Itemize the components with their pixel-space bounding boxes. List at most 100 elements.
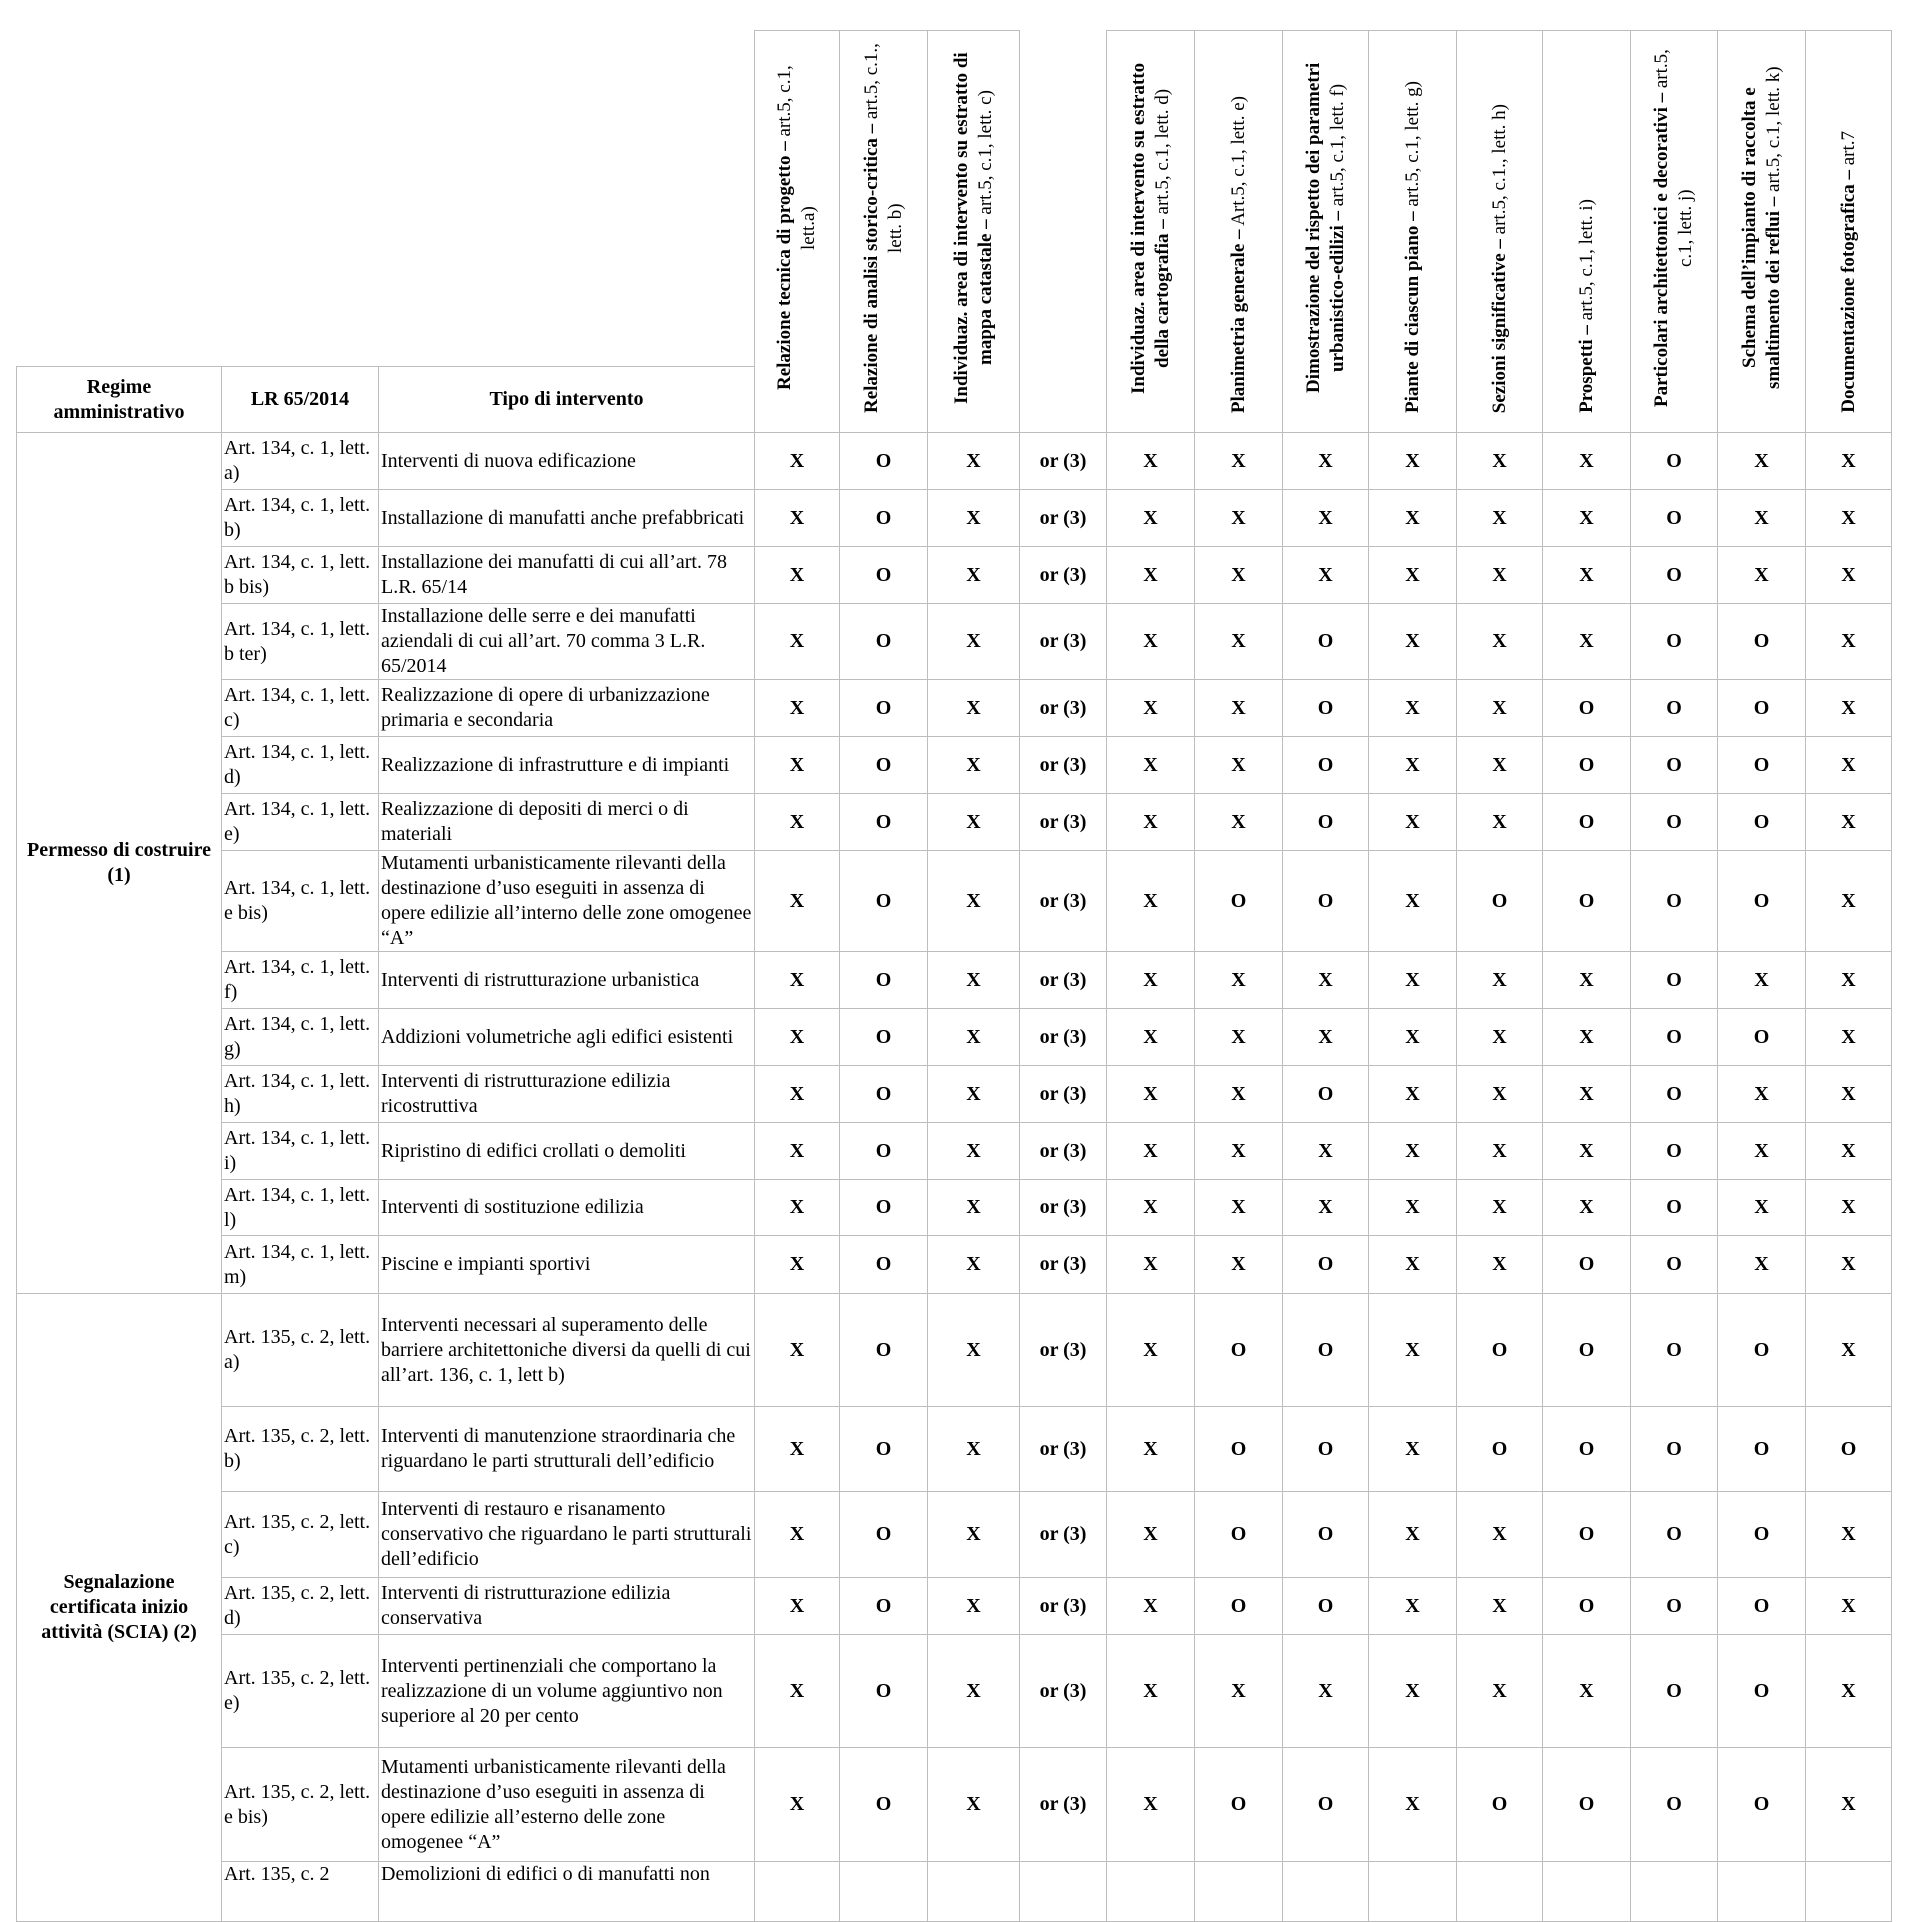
requirement-cell: X [927, 736, 1020, 794]
requirement-cell: X [1194, 1122, 1283, 1180]
requirement-cell: X [1456, 546, 1543, 604]
table-row: Art. 134, c. 1, lett. d) Realizzazione di… [17, 736, 1892, 794]
requirement-cell: X [1368, 1122, 1457, 1180]
requirement-cell: X [1282, 546, 1369, 604]
requirement-cell: O [1630, 1235, 1718, 1294]
requirement-cell [927, 1861, 1020, 1922]
column-header [1019, 30, 1107, 433]
column-header-text: Planimetria generale – Art.5, c.1, lett.… [1227, 96, 1251, 413]
requirement-cell: X [1194, 546, 1283, 604]
table-row: Art. 135, c. 2, lett. e bis) Mutamenti ur… [17, 1747, 1892, 1862]
requirement-cell: or (3) [1019, 679, 1107, 737]
requirement-cell: X [754, 850, 840, 952]
requirement-cell: O [1717, 1577, 1806, 1635]
requirement-cell: X [1456, 1008, 1543, 1066]
intervention-type-cell: Realizzazione di infrastrutture e di imp… [378, 736, 755, 794]
requirement-cell: or (3) [1019, 1065, 1107, 1123]
article-cell: Art. 135, c. 2, lett. b) [221, 1406, 379, 1492]
requirement-cell: O [839, 1577, 928, 1635]
requirement-cell: X [1106, 603, 1195, 680]
requirement-cell: X [1542, 1008, 1631, 1066]
requirement-cell: X [1106, 1406, 1195, 1492]
requirement-cell: O [1282, 1577, 1369, 1635]
requirement-cell: X [927, 603, 1020, 680]
requirement-cell: X [754, 951, 840, 1009]
column-header-text: Individuaz. area di intervento su estrat… [1127, 43, 1175, 413]
requirements-table: Relazione tecnica di progetto – art.5, c… [16, 30, 1892, 1922]
requirement-cell: or (3) [1019, 1008, 1107, 1066]
requirement-cell: O [1542, 736, 1631, 794]
requirement-cell: X [1106, 1293, 1195, 1407]
requirement-cell: X [1368, 1293, 1457, 1407]
requirement-cell: X [754, 1747, 840, 1862]
requirement-cell: or (3) [1019, 1122, 1107, 1180]
requirement-cell: X [927, 1747, 1020, 1862]
table-row: Art. 134, c. 1, lett. m) Piscine e impian… [17, 1235, 1892, 1294]
table-row: Art. 134, c. 1, lett. c) Realizzazione di… [17, 679, 1892, 737]
requirement-cell: O [1542, 1235, 1631, 1294]
requirement-cell: O [1542, 679, 1631, 737]
requirement-cell: X [1194, 1008, 1283, 1066]
requirement-cell: X [1106, 1179, 1195, 1236]
regime-cell: Permesso di costruire (1) [16, 432, 222, 1294]
requirement-cell: X [1805, 1747, 1892, 1862]
requirement-cell: X [927, 1179, 1020, 1236]
requirement-cell: X [754, 1235, 840, 1294]
requirement-cell: O [1282, 679, 1369, 737]
requirement-cell: X [754, 1065, 840, 1123]
requirement-cell: X [1456, 736, 1543, 794]
requirement-cell: X [1368, 679, 1457, 737]
column-header-text: Particolari architettonici e decorativi … [1650, 43, 1698, 413]
requirement-cell: X [754, 432, 840, 490]
requirement-cell: O [1542, 1747, 1631, 1862]
requirement-cell [1368, 1861, 1457, 1922]
requirement-cell: X [1456, 951, 1543, 1009]
requirement-cell: or (3) [1019, 432, 1107, 490]
requirement-cell: X [1282, 951, 1369, 1009]
table-row: Art. 135, c. 2, lett. d) Interventi di ri… [17, 1577, 1892, 1635]
requirement-cell: X [1368, 432, 1457, 490]
article-cell: Art. 135, c. 2, lett. c) [221, 1491, 379, 1578]
column-header-text: Individuaz. area di intervento su estrat… [950, 43, 998, 413]
requirement-cell: X [1368, 1179, 1457, 1236]
requirement-cell: X [1368, 850, 1457, 952]
requirement-cell: X [1106, 1491, 1195, 1578]
requirement-cell: X [754, 1122, 840, 1180]
requirement-cell: X [927, 1634, 1020, 1748]
column-header-text: Relazione tecnica di progetto – art.5, c… [773, 43, 821, 413]
requirement-cell: O [1282, 1406, 1369, 1492]
article-cell: Art. 134, c. 1, lett. g) [221, 1008, 379, 1066]
requirement-cell: X [1106, 489, 1195, 547]
requirement-cell: O [1630, 489, 1718, 547]
column-header: Planimetria generale – Art.5, c.1, lett.… [1194, 30, 1283, 433]
column-header-ref: art.7 [1837, 131, 1859, 171]
table-row: Art. 134, c. 1, lett. i) Ripristino di ed… [17, 1122, 1892, 1180]
requirement-cell: X [1106, 1122, 1195, 1180]
requirement-cell: or (3) [1019, 1293, 1107, 1407]
requirement-cell: X [1368, 1406, 1457, 1492]
table-row: Art. 135, c. 2, lett. e) Interventi perti… [17, 1634, 1892, 1748]
requirement-cell: X [1106, 546, 1195, 604]
requirement-cell: X [1717, 489, 1806, 547]
column-header-ref: art.5, c.1, lett. d) [1151, 88, 1173, 219]
article-cell: Art. 134, c. 1, lett. b ter) [221, 603, 379, 680]
requirement-cell: X [1805, 850, 1892, 952]
requirement-cell: X [1282, 1122, 1369, 1180]
requirement-cell: X [1717, 546, 1806, 604]
requirement-cell: O [1542, 850, 1631, 952]
requirement-cell [1542, 1861, 1631, 1922]
table-row: Art. 134, c. 1, lett. h) Interventi di ri… [17, 1065, 1892, 1123]
requirement-cell: X [927, 1008, 1020, 1066]
requirement-cell: X [1456, 1235, 1543, 1294]
requirement-cell: X [1106, 951, 1195, 1009]
requirement-cell: X [1456, 1634, 1543, 1748]
column-header-ref: Art.5, c.1, lett. e) [1227, 95, 1249, 230]
requirement-cell: O [1542, 1491, 1631, 1578]
requirement-cell: X [1368, 736, 1457, 794]
requirement-cell: X [1805, 1179, 1892, 1236]
requirement-cell: O [1630, 951, 1718, 1009]
requirement-cell: or (3) [1019, 546, 1107, 604]
requirement-cell: O [1194, 1406, 1283, 1492]
table-row: Art. 134, c. 1, lett. e bis) Mutamenti ur… [17, 850, 1892, 952]
requirement-cell: X [1194, 1065, 1283, 1123]
